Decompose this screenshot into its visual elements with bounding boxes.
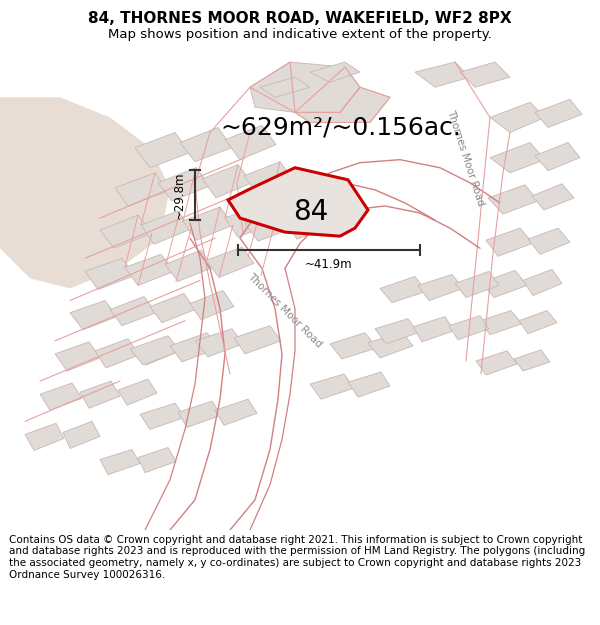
Polygon shape bbox=[250, 62, 360, 112]
Polygon shape bbox=[180, 127, 232, 162]
Polygon shape bbox=[486, 228, 533, 256]
Polygon shape bbox=[482, 271, 527, 298]
Polygon shape bbox=[245, 210, 295, 241]
Text: ~629m²/~0.156ac.: ~629m²/~0.156ac. bbox=[220, 116, 461, 139]
Polygon shape bbox=[0, 52, 170, 289]
Polygon shape bbox=[244, 162, 293, 195]
Polygon shape bbox=[295, 88, 390, 122]
Polygon shape bbox=[532, 184, 574, 210]
Polygon shape bbox=[202, 165, 252, 198]
Polygon shape bbox=[480, 311, 522, 335]
Polygon shape bbox=[228, 168, 368, 236]
Polygon shape bbox=[206, 248, 254, 278]
Polygon shape bbox=[460, 62, 510, 88]
Polygon shape bbox=[535, 142, 580, 171]
Text: Map shows position and indicative extent of the property.: Map shows position and indicative extent… bbox=[108, 28, 492, 41]
Polygon shape bbox=[490, 142, 545, 172]
Polygon shape bbox=[380, 276, 426, 302]
Polygon shape bbox=[165, 250, 213, 281]
Polygon shape bbox=[85, 258, 135, 289]
Polygon shape bbox=[225, 204, 275, 237]
Polygon shape bbox=[195, 329, 243, 357]
Polygon shape bbox=[368, 332, 413, 358]
Text: 84: 84 bbox=[293, 198, 328, 226]
Polygon shape bbox=[141, 211, 191, 244]
Text: ~41.9m: ~41.9m bbox=[305, 258, 353, 271]
Polygon shape bbox=[449, 316, 489, 340]
Polygon shape bbox=[310, 374, 354, 399]
Polygon shape bbox=[158, 168, 210, 201]
Polygon shape bbox=[310, 62, 360, 82]
Text: Thornes Moor Road: Thornes Moor Road bbox=[246, 271, 324, 350]
Polygon shape bbox=[348, 372, 390, 397]
Polygon shape bbox=[260, 77, 310, 98]
Polygon shape bbox=[330, 332, 377, 359]
Polygon shape bbox=[225, 126, 276, 159]
Polygon shape bbox=[190, 291, 234, 319]
Polygon shape bbox=[170, 332, 219, 362]
Polygon shape bbox=[140, 403, 185, 429]
Polygon shape bbox=[80, 381, 120, 408]
Polygon shape bbox=[130, 336, 180, 365]
Polygon shape bbox=[234, 326, 281, 354]
Polygon shape bbox=[415, 62, 470, 88]
Polygon shape bbox=[215, 399, 257, 426]
Polygon shape bbox=[115, 173, 168, 206]
Polygon shape bbox=[514, 350, 550, 371]
Polygon shape bbox=[63, 421, 100, 449]
Text: Contains OS data © Crown copyright and database right 2021. This information is : Contains OS data © Crown copyright and d… bbox=[9, 535, 585, 579]
Polygon shape bbox=[535, 99, 582, 127]
Polygon shape bbox=[490, 102, 545, 132]
Polygon shape bbox=[285, 208, 333, 239]
Polygon shape bbox=[523, 269, 562, 296]
Polygon shape bbox=[135, 132, 190, 168]
Text: ~29.8m: ~29.8m bbox=[173, 171, 185, 219]
Polygon shape bbox=[110, 296, 156, 326]
Polygon shape bbox=[178, 401, 221, 428]
Polygon shape bbox=[125, 254, 174, 286]
Polygon shape bbox=[413, 317, 454, 342]
Polygon shape bbox=[55, 342, 100, 371]
Polygon shape bbox=[150, 294, 195, 322]
Polygon shape bbox=[375, 319, 418, 344]
Text: Thornes Moor Road: Thornes Moor Road bbox=[445, 108, 485, 207]
Polygon shape bbox=[100, 449, 140, 474]
Polygon shape bbox=[40, 383, 82, 410]
Text: 84, THORNES MOOR ROAD, WAKEFIELD, WF2 8PX: 84, THORNES MOOR ROAD, WAKEFIELD, WF2 8P… bbox=[88, 11, 512, 26]
Polygon shape bbox=[70, 301, 117, 330]
Polygon shape bbox=[118, 379, 157, 405]
Polygon shape bbox=[418, 274, 463, 301]
Polygon shape bbox=[95, 339, 139, 368]
Polygon shape bbox=[528, 228, 570, 254]
Polygon shape bbox=[455, 271, 499, 298]
Polygon shape bbox=[183, 207, 233, 240]
Polygon shape bbox=[138, 448, 176, 472]
Polygon shape bbox=[519, 311, 557, 334]
Polygon shape bbox=[135, 337, 178, 365]
Polygon shape bbox=[25, 423, 64, 451]
Polygon shape bbox=[100, 215, 152, 248]
Polygon shape bbox=[476, 351, 517, 375]
Polygon shape bbox=[488, 185, 538, 214]
